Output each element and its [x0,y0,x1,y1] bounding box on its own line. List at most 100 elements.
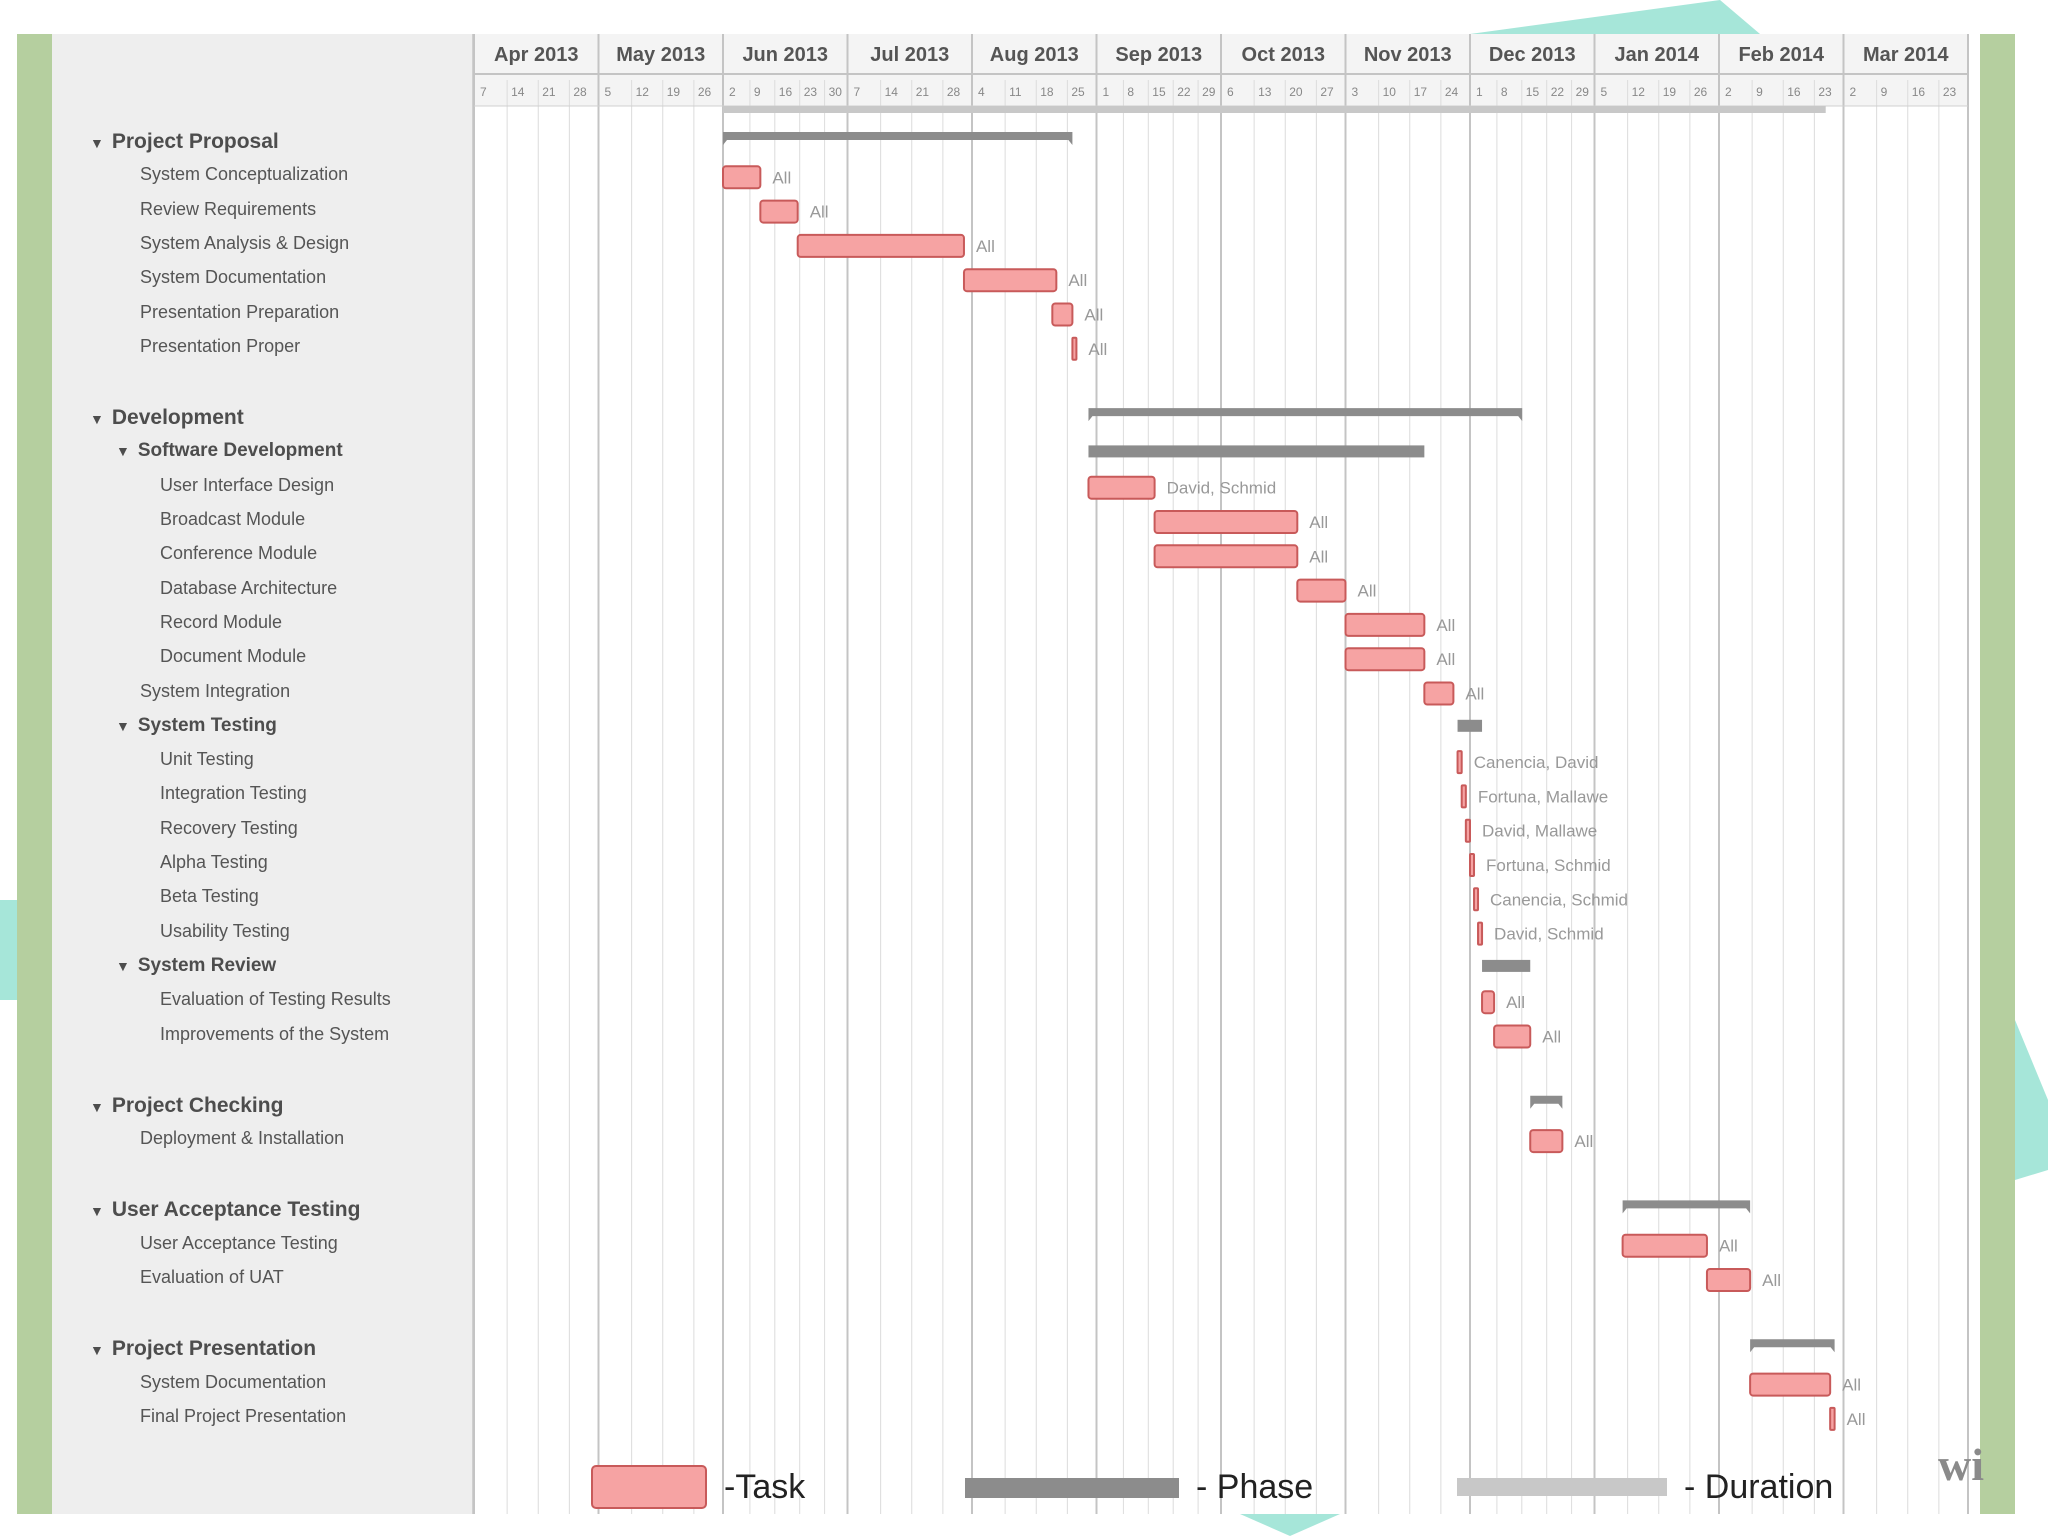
week-tick-label: 4 [978,85,985,99]
month-label: Apr 2013 [494,44,579,66]
row-label-text: Evaluation of Testing Results [160,989,391,1010]
month-label: Sep 2013 [1115,44,1202,66]
legend-phase-swatch [965,1478,1179,1498]
week-tick-label: 21 [916,85,930,99]
group-label: ▼ Project Proposal [90,130,279,154]
row-label-text: Evaluation of UAT [140,1267,284,1287]
week-tick-label: 8 [1501,85,1508,99]
week-tick-label: 29 [1202,85,1216,99]
week-tick-label: 13 [1258,85,1272,99]
subgroup-label: ▼ System Testing [116,715,277,737]
resource-label: All [772,168,791,187]
resource-label: All [1309,547,1328,566]
legend-duration-label: - Duration [1684,1468,1833,1506]
row-label-text: System Integration [140,680,291,701]
week-tick-label: 1 [1103,85,1110,99]
week-tick-label: 23 [1943,85,1957,99]
row-label-text: System Documentation [140,267,327,288]
task-bar [1529,1129,1564,1154]
week-tick-label: 28 [573,85,587,99]
summary-bar [1457,719,1483,732]
task-label: Broadcast Module [160,509,305,530]
task-bar [962,268,1058,293]
task-label: Conference Module [160,543,317,564]
phase-bar [1530,1095,1563,1109]
week-tick-label: 9 [754,85,761,99]
month-label: Jun 2013 [742,44,828,66]
week-tick-label: 23 [804,85,818,99]
week-tick-label: 15 [1152,85,1166,99]
expand-toggle-icon[interactable]: ▼ [90,1098,104,1115]
row-label-text: Project Checking [111,1093,284,1117]
row-label-text: Improvements of the System [160,1023,390,1044]
task-label: Evaluation of Testing Results [160,989,391,1010]
frame-left-border [17,34,52,1514]
week-tick-label: 17 [1414,85,1428,99]
phase-bar [1622,1200,1751,1214]
row-label-text: Deployment & Installation [140,1128,345,1149]
expand-toggle-icon[interactable]: ▼ [90,411,104,428]
task-label: Alpha Testing [160,852,268,873]
task-bar [1296,578,1347,603]
task-bar [1829,1406,1836,1431]
subgroup-label: ▼ Software Development [116,440,343,462]
task-label: Final Project Presentation [140,1406,346,1427]
row-label-text: Usability Testing [160,920,290,941]
decor-shape-right [2015,1020,2048,1180]
decor-shape-bottom [1240,1514,1340,1536]
week-tick-label: 18 [1040,85,1054,99]
task-label: Unit Testing [160,749,254,770]
resource-label: All [976,237,995,256]
task-bar [1749,1372,1832,1397]
week-tick-label: 2 [1725,85,1732,99]
row-label-text: System Analysis & Design [140,232,350,253]
row-label-text: System Review [137,954,277,976]
expand-toggle-icon[interactable]: ▼ [116,957,130,974]
week-tick-label: 16 [1787,85,1801,99]
week-tick-label: 21 [542,85,556,99]
row-label-text: Database Architecture [160,577,338,598]
row-label-text: Beta Testing [160,886,259,907]
week-tick-label: 9 [1756,85,1763,99]
expand-toggle-icon[interactable]: ▼ [90,1342,104,1359]
expand-toggle-icon[interactable]: ▼ [116,443,130,460]
task-label: System Documentation [140,1372,326,1393]
expand-toggle-icon[interactable]: ▼ [90,135,104,151]
row-label-text: Review Requirements [140,198,317,219]
month-label: May 2013 [616,44,705,66]
month-label: Mar 2014 [1863,44,1949,66]
week-tick-label: 29 [1576,85,1590,99]
resource-label: All [1465,685,1484,704]
week-tick-label: 5 [605,85,612,99]
task-label: Usability Testing [160,921,290,942]
week-tick-label: 9 [1881,85,1888,99]
row-label-text: Conference Module [160,543,318,564]
task-label: Database Architecture [160,578,337,599]
week-tick-label: 22 [1551,85,1565,99]
week-tick-label: 20 [1289,85,1303,99]
resource-label: All [1847,1410,1866,1429]
task-label: Deployment & Installation [140,1128,344,1149]
week-tick-label: 16 [1912,85,1926,99]
week-tick-label: 12 [1632,85,1646,99]
week-tick-label: 6 [1227,85,1234,99]
decor-shape-top [1470,0,1760,34]
row-label-text: Recovery Testing [160,817,298,838]
row-label-text: User Acceptance Testing [140,1232,338,1253]
row-label-text: Alpha Testing [160,852,268,872]
row-label-text: Presentation Proper [140,335,301,356]
week-tick-label: 16 [779,85,793,99]
week-tick-label: 23 [1818,85,1832,99]
week-tick-label: 19 [667,85,681,99]
expand-toggle-icon[interactable]: ▼ [116,717,130,734]
resource-label: All [1762,1271,1781,1290]
task-bar [1493,1024,1532,1049]
phase-bar [723,132,1073,145]
row-label-text: Software Development [137,440,343,462]
week-tick-label: 5 [1601,85,1608,99]
expand-toggle-icon[interactable]: ▼ [90,1203,104,1220]
resource-label: All [1309,513,1328,532]
row-label-text: Project Presentation [111,1337,317,1361]
task-label: Improvements of the System [160,1024,389,1045]
